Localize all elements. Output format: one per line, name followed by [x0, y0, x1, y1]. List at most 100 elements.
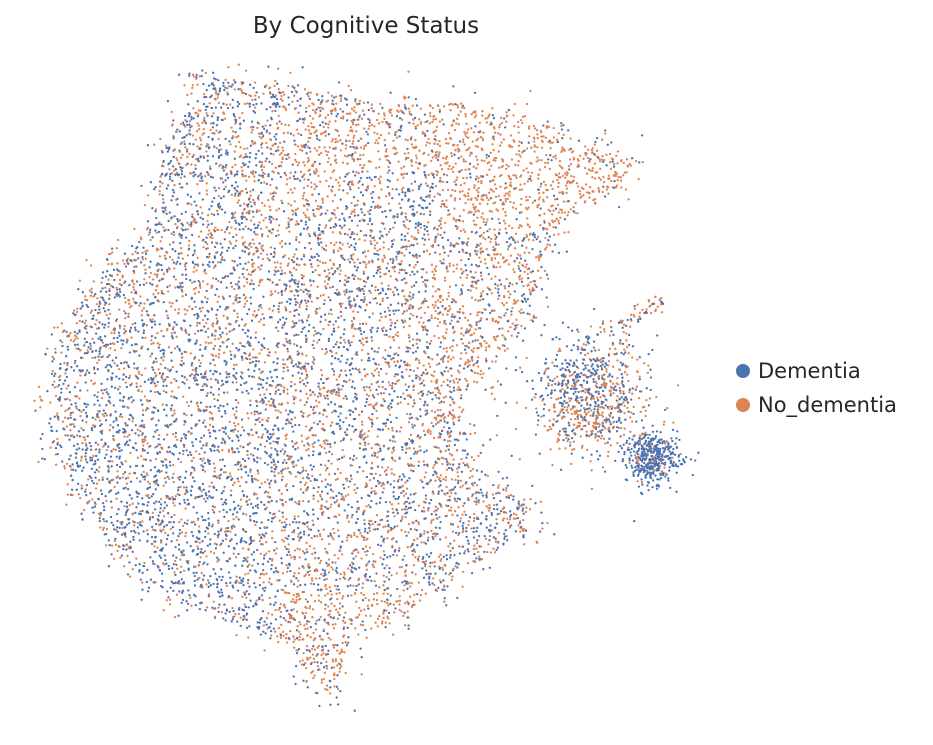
- point-no-dementia: [613, 162, 616, 166]
- point-no-dementia: [169, 381, 173, 384]
- point-no-dementia: [451, 345, 454, 348]
- point-dementia: [144, 458, 148, 461]
- point-no-dementia: [214, 226, 217, 229]
- point-dementia: [193, 523, 197, 526]
- point-dementia: [336, 112, 339, 116]
- point-no-dementia: [342, 338, 346, 342]
- point-dementia: [66, 348, 70, 351]
- point-no-dementia: [324, 244, 328, 247]
- point-no-dementia: [438, 151, 441, 154]
- point-no-dementia: [355, 600, 358, 603]
- point-dementia: [395, 255, 398, 258]
- point-no-dementia: [58, 375, 61, 379]
- point-no-dementia: [273, 84, 276, 88]
- point-no-dementia: [540, 159, 543, 162]
- point-dementia: [123, 252, 127, 255]
- point-no-dementia: [339, 116, 343, 120]
- point-dementia: [288, 470, 291, 474]
- point-no-dementia: [416, 366, 419, 370]
- point-no-dementia: [302, 412, 305, 415]
- point-dementia: [264, 396, 267, 399]
- point-dementia: [303, 510, 306, 513]
- point-dementia: [50, 425, 53, 429]
- point-dementia: [586, 403, 589, 406]
- point-dementia: [207, 581, 211, 584]
- point-dementia: [141, 403, 144, 406]
- point-dementia: [343, 328, 346, 331]
- point-no-dementia: [272, 463, 276, 467]
- point-dementia: [223, 464, 226, 468]
- point-dementia: [201, 388, 205, 392]
- point-no-dementia: [158, 433, 161, 437]
- point-dementia: [274, 448, 277, 451]
- point-no-dementia: [536, 133, 539, 136]
- point-no-dementia: [373, 580, 376, 583]
- point-dementia: [568, 168, 571, 171]
- point-dementia: [638, 437, 641, 441]
- point-no-dementia: [364, 545, 368, 548]
- point-no-dementia: [400, 260, 403, 263]
- point-dementia: [520, 141, 523, 144]
- point-no-dementia: [291, 462, 295, 465]
- point-no-dementia: [108, 287, 111, 291]
- point-dementia: [121, 343, 124, 346]
- point-dementia: [166, 268, 169, 271]
- point-no-dementia: [519, 155, 522, 158]
- point-dementia: [434, 394, 437, 397]
- point-no-dementia: [411, 521, 414, 524]
- point-no-dementia: [206, 247, 210, 250]
- point-no-dementia: [391, 451, 394, 454]
- point-dementia: [240, 215, 243, 219]
- point-no-dementia: [557, 185, 560, 189]
- point-dementia: [469, 172, 472, 175]
- point-dementia: [290, 90, 294, 94]
- point-no-dementia: [333, 685, 336, 688]
- point-dementia: [626, 318, 629, 322]
- point-dementia: [226, 176, 230, 180]
- point-no-dementia: [384, 195, 388, 198]
- point-no-dementia: [444, 476, 447, 479]
- point-dementia: [151, 244, 155, 248]
- point-no-dementia: [222, 314, 225, 317]
- point-dementia: [496, 546, 499, 549]
- point-no-dementia: [381, 386, 384, 389]
- point-no-dementia: [353, 531, 356, 535]
- point-no-dementia: [217, 353, 221, 356]
- point-no-dementia: [388, 622, 391, 625]
- point-no-dementia: [199, 556, 202, 559]
- point-no-dementia: [372, 297, 375, 301]
- point-no-dementia: [337, 188, 341, 191]
- point-no-dementia: [271, 559, 274, 562]
- point-dementia: [212, 429, 215, 432]
- point-no-dementia: [196, 264, 200, 267]
- point-no-dementia: [285, 641, 289, 644]
- point-no-dementia: [249, 273, 253, 276]
- point-dementia: [205, 95, 208, 99]
- point-dementia: [260, 501, 263, 504]
- point-dementia: [632, 412, 635, 416]
- point-dementia: [75, 365, 79, 368]
- point-no-dementia: [431, 358, 434, 361]
- point-no-dementia: [433, 583, 436, 587]
- point-dementia: [351, 357, 354, 360]
- point-no-dementia: [497, 531, 501, 535]
- point-dementia: [338, 424, 341, 428]
- point-no-dementia: [234, 321, 237, 324]
- point-no-dementia: [465, 176, 469, 180]
- point-no-dementia: [162, 292, 165, 296]
- point-no-dementia: [285, 517, 288, 521]
- point-no-dementia: [273, 143, 276, 146]
- point-dementia: [345, 288, 348, 291]
- point-no-dementia: [108, 302, 111, 306]
- point-no-dementia: [305, 437, 308, 441]
- point-dementia: [243, 250, 247, 253]
- point-dementia: [292, 575, 296, 578]
- point-no-dementia: [296, 585, 299, 588]
- point-no-dementia: [293, 253, 296, 256]
- point-dementia: [84, 373, 87, 377]
- point-no-dementia: [476, 158, 479, 162]
- point-dementia: [425, 225, 429, 229]
- point-dementia: [93, 394, 96, 397]
- point-dementia: [290, 455, 293, 458]
- point-dementia: [141, 497, 144, 500]
